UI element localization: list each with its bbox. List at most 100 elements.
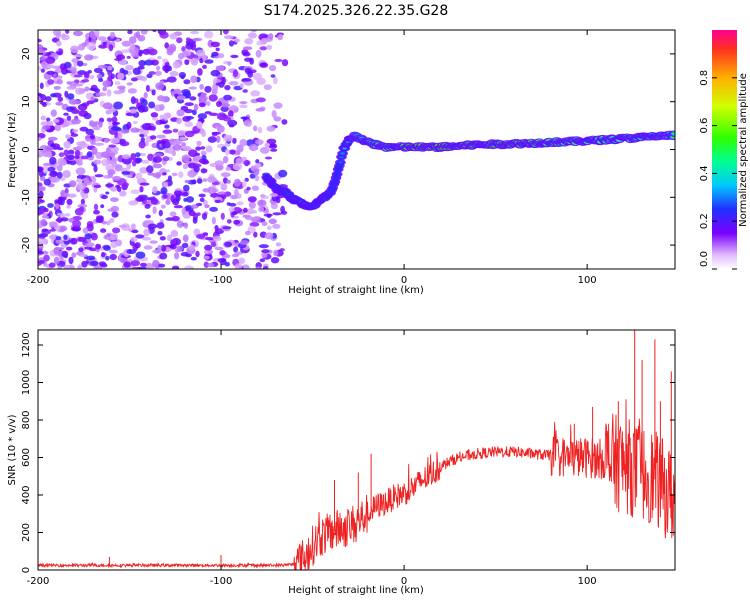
- noise-blob: [105, 183, 114, 188]
- noise-blob: [228, 110, 234, 118]
- y-tick-label: -10: [21, 189, 32, 205]
- noise-blob: [132, 67, 141, 76]
- noise-blob: [56, 171, 63, 180]
- noise-blob: [109, 31, 116, 39]
- noise-blob: [49, 170, 59, 177]
- ridge-blob: [672, 132, 675, 135]
- noise-blob: [70, 237, 78, 245]
- noise-blob: [58, 197, 65, 206]
- noise-blob: [199, 58, 204, 64]
- noise-blob: [221, 103, 231, 108]
- noise-blob: [195, 250, 200, 258]
- noise-blob: [249, 173, 256, 179]
- noise-blob: [251, 217, 261, 221]
- noise-blob: [141, 98, 148, 107]
- noise-blob: [258, 244, 269, 249]
- noise-blob: [220, 106, 229, 112]
- noise-blob: [102, 102, 113, 110]
- noise-blob: [136, 196, 146, 202]
- noise-blob: [162, 172, 167, 176]
- noise-blob: [204, 204, 210, 209]
- noise-blob: [143, 245, 153, 250]
- x-tick-label: 0: [401, 275, 407, 286]
- noise-blob: [101, 151, 111, 159]
- noise-blob: [159, 140, 166, 145]
- noise-blob: [52, 73, 57, 78]
- noise-blob: [49, 156, 57, 165]
- noise-blob: [56, 40, 62, 47]
- noise-blob: [83, 112, 92, 120]
- noise-blob: [84, 242, 95, 247]
- noise-blob: [185, 196, 195, 203]
- noise-blob: [280, 205, 285, 214]
- noise-blob: [113, 90, 123, 95]
- noise-blob: [114, 58, 123, 61]
- noise-blob: [184, 59, 190, 65]
- noise-blob: [38, 96, 41, 102]
- noise-blob: [266, 44, 273, 50]
- noise-blob: [111, 161, 118, 168]
- noise-blob: [179, 136, 188, 141]
- noise-blob: [242, 89, 248, 93]
- noise-blob: [281, 59, 289, 67]
- noise-blob: [145, 214, 151, 219]
- noise-blob: [60, 217, 69, 222]
- noise-blob: [122, 182, 129, 187]
- noise-blob: [38, 190, 44, 198]
- noise-blob: [217, 191, 226, 195]
- noise-blob: [84, 54, 94, 61]
- noise-blob: [63, 149, 70, 157]
- noise-blob: [156, 65, 161, 71]
- noise-blob: [202, 200, 208, 206]
- noise-blob: [245, 230, 251, 236]
- noise-blob: [110, 205, 120, 212]
- noise-blob: [63, 264, 73, 269]
- noise-blob: [61, 33, 66, 38]
- noise-blob: [183, 79, 191, 85]
- noise-blob: [72, 220, 82, 228]
- noise-blob: [192, 109, 197, 116]
- noise-blob: [71, 58, 79, 63]
- noise-blob: [77, 264, 83, 269]
- noise-blob: [259, 62, 269, 68]
- noise-blob: [191, 163, 202, 168]
- noise-blob: [90, 133, 95, 140]
- noise-blob: [138, 51, 143, 57]
- colorbar-tick-label: 0.4: [699, 165, 710, 181]
- noise-blob: [195, 146, 202, 151]
- noise-blob: [269, 65, 277, 72]
- noise-blob: [239, 104, 248, 109]
- noise-blob: [111, 116, 118, 123]
- noise-blob: [141, 123, 152, 131]
- noise-blob: [102, 175, 113, 179]
- noise-blob: [211, 51, 219, 57]
- noise-blob: [173, 190, 183, 197]
- noise-blob: [223, 134, 233, 139]
- noise-blob: [196, 140, 202, 146]
- x-tick-label: -200: [27, 275, 50, 286]
- noise-blob: [182, 191, 189, 197]
- noise-blob: [190, 75, 198, 83]
- noise-blob: [154, 70, 162, 76]
- noise-blob: [152, 259, 160, 268]
- noise-blob: [263, 84, 272, 90]
- noise-blob: [78, 43, 85, 51]
- noise-blob: [181, 207, 187, 215]
- noise-blob: [140, 76, 148, 82]
- noise-blob: [278, 169, 288, 178]
- noise-blob: [210, 241, 217, 247]
- noise-blob: [109, 217, 115, 224]
- noise-blob: [71, 129, 79, 133]
- noise-blob: [197, 113, 208, 120]
- noise-blob: [110, 146, 120, 152]
- y-tick-label: 20: [21, 48, 32, 61]
- noise-blob: [110, 73, 115, 80]
- noise-blob: [157, 244, 162, 253]
- noise-blob: [202, 178, 207, 182]
- noise-blob: [218, 65, 225, 71]
- noise-blob: [102, 80, 112, 88]
- noise-blob: [49, 228, 56, 232]
